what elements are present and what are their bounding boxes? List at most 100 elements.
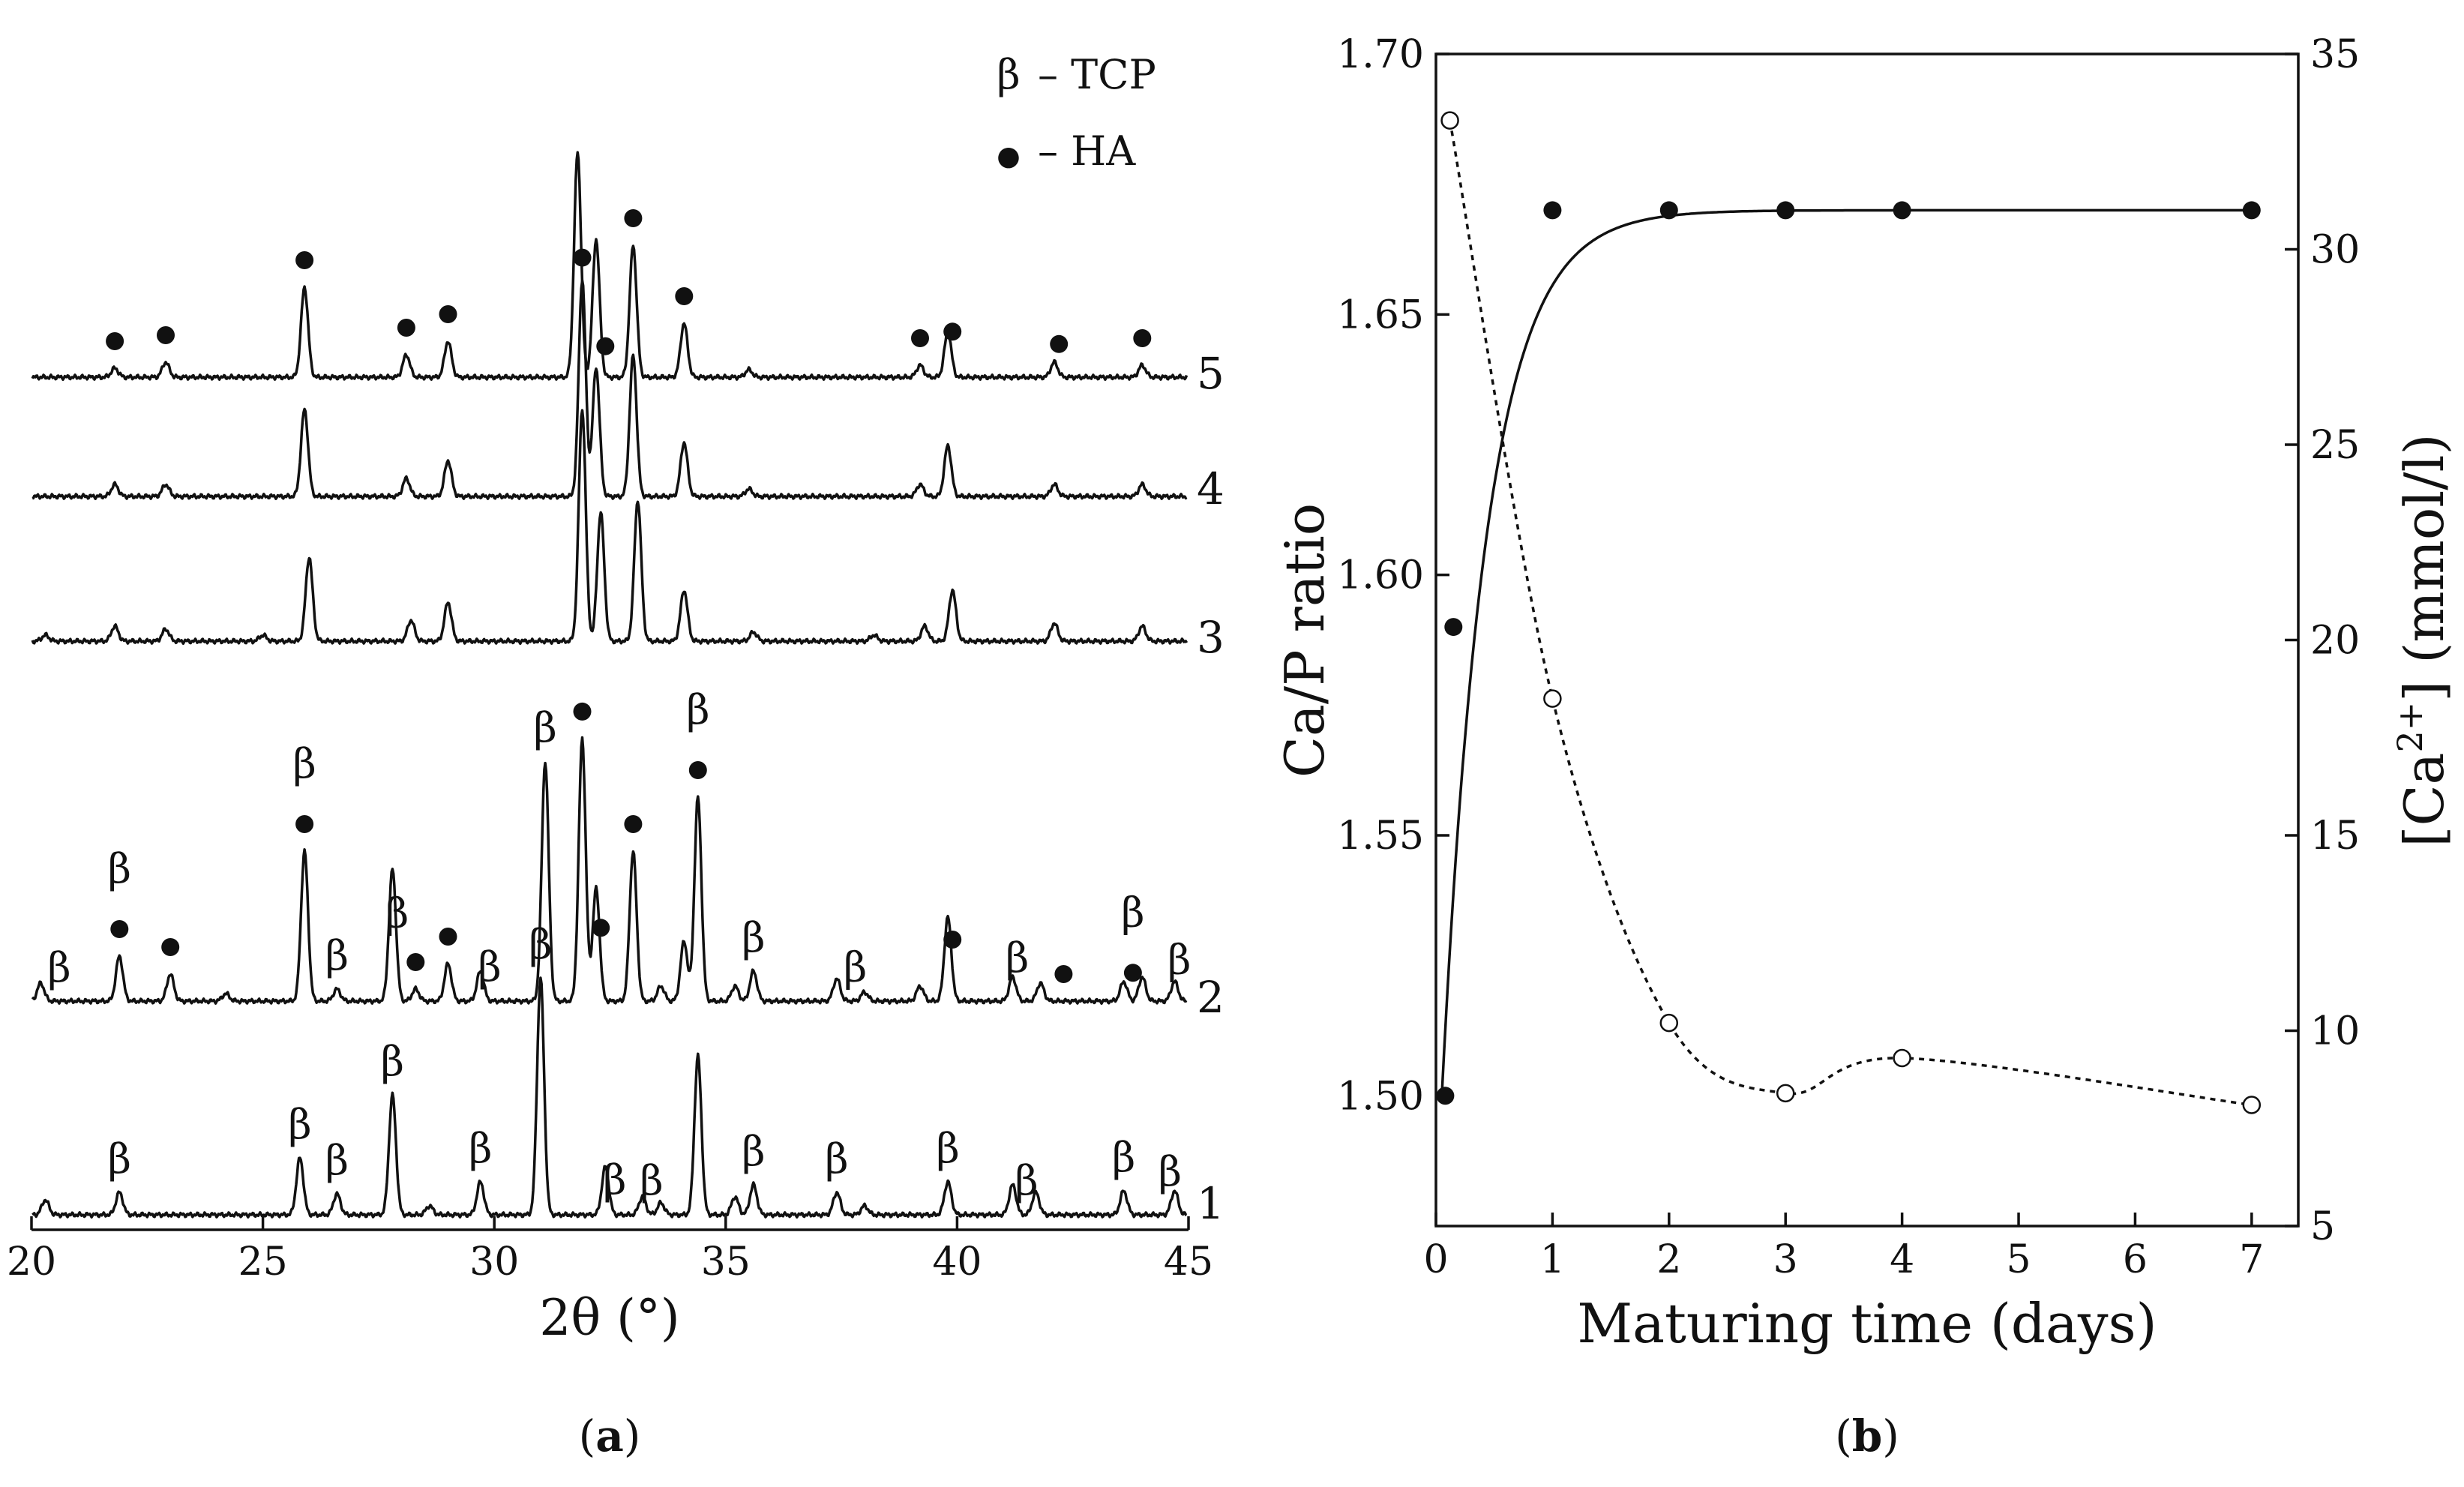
trace-label-5: 5 xyxy=(1197,348,1225,399)
x-tick-label: 4 xyxy=(1890,1237,1914,1282)
calcium-concentration-point xyxy=(1543,689,1562,708)
y2-tick-label: 20 xyxy=(2310,619,2360,664)
ca-p-ratio-fit-line xyxy=(1440,208,2251,1096)
x-axis-title: Maturing time (days) xyxy=(1577,1292,2157,1355)
y2-tick-label: 10 xyxy=(2310,1009,2360,1054)
trace-label-1: 1 xyxy=(1197,1178,1225,1229)
x-tick-label: 7 xyxy=(2239,1237,2264,1282)
x-tick-label: 25 xyxy=(238,1240,288,1285)
xrd-trace-1 xyxy=(31,976,1188,1219)
legend-tcp-symbol: β xyxy=(997,51,1020,98)
tcp-peak-marker: β xyxy=(469,1125,492,1172)
tcp-peak-marker: β xyxy=(1006,934,1029,982)
xrd-trace-4 xyxy=(31,279,1188,500)
ca-p-ratio-point xyxy=(1543,201,1562,220)
y2-tick-label: 30 xyxy=(2310,228,2360,273)
x-tick-label: 6 xyxy=(2123,1237,2148,1282)
tcp-peak-marker: β xyxy=(381,1038,404,1085)
ha-peak-marker xyxy=(596,337,615,355)
tcp-peak-marker: β xyxy=(529,921,552,968)
calcium-concentration-point xyxy=(1776,1084,1795,1103)
ha-peak-marker xyxy=(624,815,643,833)
ca-p-ratio-point xyxy=(1659,201,1678,220)
trace-number-labels: 1 2 3 4 5 xyxy=(1197,348,1225,1229)
legend-ha-text: – HA xyxy=(1038,127,1136,175)
x-tick-label: 35 xyxy=(701,1240,751,1285)
x-tick-label: 3 xyxy=(1773,1237,1798,1282)
x-tick-label: 1 xyxy=(1540,1237,1565,1282)
ha-peak-marker xyxy=(397,319,415,337)
tcp-peak-marker: β xyxy=(1015,1157,1038,1204)
tcp-peak-marker: β xyxy=(603,1156,626,1204)
legend-tcp-text: – TCP xyxy=(1038,51,1156,98)
tcp-peak-marker: β xyxy=(47,944,70,991)
panel-b-caption: (b) xyxy=(1835,1411,1899,1462)
ha-peak-marker xyxy=(406,953,425,971)
ca-p-ratio-point xyxy=(2242,201,2261,220)
y2-tick-label: 5 xyxy=(2310,1204,2335,1249)
ha-peak-marker xyxy=(573,702,592,721)
y2-tick-label: 25 xyxy=(2310,423,2360,468)
tcp-peak-marker: β xyxy=(108,1135,131,1183)
ha-peak-marker xyxy=(439,928,457,946)
tcp-peak-marker: β xyxy=(1112,1134,1135,1181)
ca-p-ratio-point xyxy=(1436,1087,1455,1105)
tcp-peak-marker: β xyxy=(325,932,349,979)
x-tick-label: 30 xyxy=(469,1240,519,1285)
ha-peak-marker xyxy=(675,287,694,305)
ha-peak-marker xyxy=(911,329,929,347)
xrd-trace-3 xyxy=(31,409,1189,645)
y2-tick-label: 15 xyxy=(2310,814,2360,859)
tcp-peak-marker: β xyxy=(288,1101,311,1148)
ca-p-ratio-point xyxy=(1776,201,1795,220)
tcp-peak-marker: β xyxy=(844,944,867,991)
tcp-peak-marker: β xyxy=(686,686,709,733)
panel-b-maturing: 0 1 2 3 4 5 6 7 1.50 1.55 1.60 1.65 1.70 5 10 15 20 25 3… xyxy=(1273,32,2456,1462)
tcp-peak-marker: β xyxy=(108,845,131,892)
ha-peak-marker xyxy=(295,815,314,833)
xrd-trace-5 xyxy=(31,151,1189,381)
ha-peak-marker xyxy=(439,305,457,323)
tcp-peak-marker: β xyxy=(292,740,316,787)
ca-p-ratio-point xyxy=(1444,618,1463,637)
ha-peak-marker xyxy=(295,251,314,269)
x-tick-label: 0 xyxy=(1423,1237,1448,1282)
calcium-concentration-point xyxy=(1440,111,1459,130)
tcp-peak-marker: β xyxy=(478,943,501,991)
trace-label-4: 4 xyxy=(1197,463,1225,514)
tcp-peak-marker: β xyxy=(640,1157,663,1204)
ha-peak-marker xyxy=(943,322,962,341)
calcium-concentration-point xyxy=(1893,1048,1911,1068)
ca-p-ratio-point xyxy=(1893,201,1911,220)
y-axis-right-ticks: 5 10 15 20 25 30 35 xyxy=(2285,32,2360,1249)
x-tick-label: 45 xyxy=(1164,1240,1213,1285)
y-tick-label: 1.55 xyxy=(1337,814,1424,859)
tcp-peak-marker: β xyxy=(325,1137,349,1184)
ha-peak-marker xyxy=(573,248,592,267)
x-tick-label: 2 xyxy=(1656,1237,1681,1282)
ha-peak-marker xyxy=(624,209,643,227)
y-axis-left-title: Ca/P ratio xyxy=(1273,503,1336,778)
ha-peak-marker xyxy=(943,931,962,949)
tcp-peak-marker: β xyxy=(825,1135,848,1183)
xrd-traces xyxy=(31,151,1189,1219)
trace-label-3: 3 xyxy=(1197,612,1225,663)
calcium-concentration-point xyxy=(1659,1013,1679,1033)
tcp-peak-marker: β xyxy=(742,1128,765,1175)
y-tick-label: 1.60 xyxy=(1337,553,1424,598)
xrd-trace-2 xyxy=(31,736,1188,1005)
ha-peak-marker xyxy=(1054,965,1073,983)
ha-peak-marker xyxy=(592,919,610,937)
trace-label-2: 2 xyxy=(1197,972,1225,1023)
ha-peak-marker xyxy=(157,326,175,344)
data-points xyxy=(1436,111,2262,1114)
y2-tick-label: 35 xyxy=(2310,32,2360,77)
ha-peak-marker xyxy=(110,920,129,938)
legend-ha-symbol: ● xyxy=(997,141,1020,172)
y-axis-left-ticks: 1.50 1.55 1.60 1.65 1.70 xyxy=(1337,32,1449,1119)
x-axis-ticks: 0 1 2 3 4 5 6 7 xyxy=(1423,1213,2264,1282)
legend: β – TCP ● – HA xyxy=(997,51,1156,175)
y-tick-label: 1.50 xyxy=(1337,1074,1424,1119)
